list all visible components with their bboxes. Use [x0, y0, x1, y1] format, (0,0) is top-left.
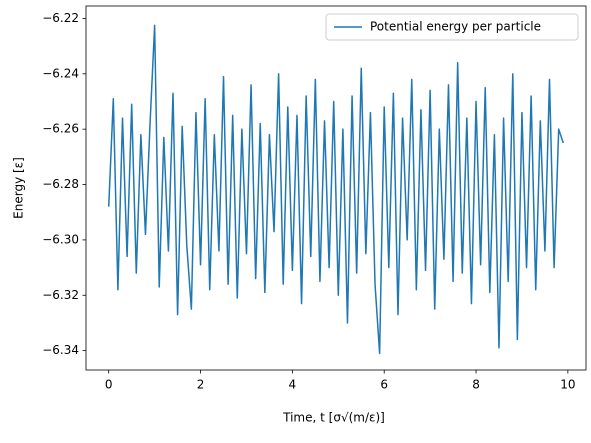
x-axis-label: Time, t [σ√(m/ε)]: [282, 411, 385, 425]
y-tick-label: −6.22: [42, 11, 79, 25]
x-tick-label: 8: [472, 378, 480, 392]
y-tick-label: −6.28: [42, 177, 79, 191]
y-tick-label: −6.26: [42, 122, 79, 136]
x-tick-label: 4: [289, 378, 297, 392]
x-tick-label: 6: [380, 378, 388, 392]
y-tick-label: −6.24: [42, 66, 79, 80]
x-tick-label: 10: [560, 378, 575, 392]
plot-frame: [85, 5, 587, 371]
x-tick-label: 2: [197, 378, 205, 392]
y-axis-label: Energy [ε]: [12, 157, 26, 219]
legend-label: Potential energy per particle: [370, 20, 541, 34]
legend-box: [325, 13, 579, 41]
y-tick-label: −6.32: [42, 288, 79, 302]
x-tick-label: 0: [105, 378, 113, 392]
y-tick-label: −6.34: [42, 343, 79, 357]
y-tick-label: −6.30: [42, 232, 79, 246]
data-line: [107, 24, 564, 355]
